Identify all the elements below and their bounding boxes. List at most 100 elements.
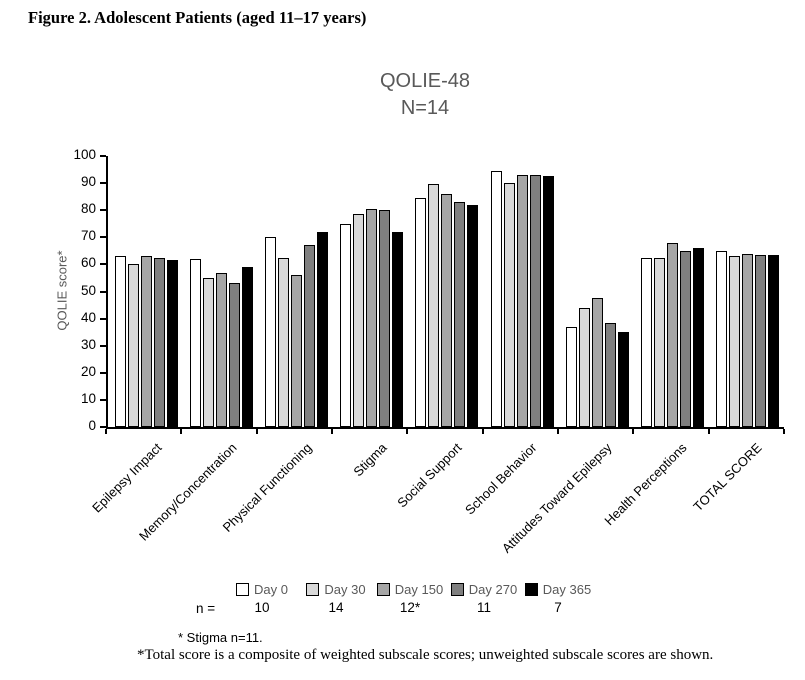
x-tick-mark: [783, 429, 785, 434]
bar-day365-3: [392, 231, 404, 427]
y-tick-mark: [100, 182, 106, 185]
bar-day270-0: [154, 257, 165, 427]
figure-title: Figure 2. Adolescent Patients (aged 11–1…: [28, 8, 367, 27]
chart-subtitle: N=14: [400, 97, 450, 119]
bar-day150-5: [516, 174, 528, 427]
bar-day365-0: [167, 260, 178, 427]
y-tick-mark: [100, 371, 106, 374]
bar-day150-0: [141, 256, 152, 427]
y-tick-label: 0: [88, 418, 96, 433]
x-tick-mark: [105, 429, 107, 434]
x-tick-mark: [707, 429, 710, 434]
x-tick-mark: [180, 429, 183, 434]
x-tick-mark: [255, 429, 258, 434]
category-label: Health Perceptions: [601, 440, 690, 529]
bar-day270-6: [604, 322, 616, 427]
legend-item-day365: Day 365: [521, 578, 595, 600]
day150-swatch-icon: [376, 582, 390, 596]
x-tick-mark: [406, 429, 409, 434]
footnote-total: *Total score is a composite of weighted …: [137, 647, 714, 663]
y-tick-label: 90: [80, 174, 96, 190]
bar-day270-1: [229, 283, 241, 427]
y-tick-label: 40: [80, 309, 96, 325]
legend-item-day270: Day 270: [447, 578, 521, 600]
bar-day365-8: [767, 254, 779, 427]
bar-day270-2: [304, 245, 316, 427]
bar-day150-2: [291, 275, 303, 427]
bar-day30-4: [428, 184, 440, 427]
category-label: TOTAL SCORE: [690, 440, 766, 515]
bar-day0-1: [190, 258, 202, 427]
y-tick-label: 30: [80, 336, 96, 352]
y-tick-mark: [100, 398, 106, 401]
category-label: School Behavior: [462, 440, 540, 518]
y-tick-label: 10: [80, 390, 96, 406]
legend-label: Day 30: [324, 581, 366, 597]
bar-day0-5: [490, 170, 502, 427]
legend-label: Day 0: [254, 581, 288, 597]
bar-day30-6: [578, 307, 590, 427]
day270-swatch-icon: [450, 582, 464, 596]
y-tick-mark: [100, 209, 106, 212]
n-value-day365: 7: [554, 600, 562, 615]
bar-day150-8: [741, 253, 753, 427]
bar-day30-0: [128, 264, 139, 427]
bar-day365-1: [242, 267, 254, 427]
day365-swatch-icon: [524, 582, 538, 596]
bar-day365-6: [617, 332, 629, 427]
legend-label: Day 365: [542, 581, 592, 597]
y-tick-label: 100: [73, 147, 96, 162]
bar-day270-8: [754, 254, 766, 427]
y-tick-label: 50: [80, 282, 96, 298]
bar-day365-5: [542, 176, 554, 427]
n-row-label: n =: [196, 601, 216, 616]
bar-day0-7: [640, 257, 652, 427]
category-label: Attitudes Toward Epilepsy: [499, 440, 615, 556]
y-tick-label: 60: [80, 255, 96, 271]
bar-day0-4: [415, 198, 427, 427]
bar-day150-1: [216, 272, 228, 427]
category-label: Social Support: [394, 440, 465, 511]
chart-legend: Day 0 Day 30 Day 150 Day 270 Day 365 10 …: [225, 578, 595, 620]
legend-item-day150: Day 150: [373, 578, 447, 600]
bar-day30-1: [203, 277, 215, 427]
n-value-day270: 11: [476, 600, 491, 615]
x-tick-mark: [632, 429, 635, 434]
category-label: Physical Functioning: [219, 440, 315, 535]
y-tick-label: 70: [80, 228, 96, 244]
bar-day365-4: [467, 204, 479, 427]
bar-day30-2: [278, 257, 290, 427]
y-tick-mark: [100, 236, 106, 239]
n-value-day150: 12*: [399, 600, 421, 615]
bar-day150-4: [441, 193, 453, 427]
bar-day30-7: [653, 257, 665, 427]
bar-day150-6: [591, 298, 603, 427]
bar-day150-7: [666, 242, 678, 427]
legend-item-day30: Day 30: [299, 578, 373, 600]
n-value-day30: 14: [328, 600, 344, 615]
bar-day30-8: [728, 256, 740, 427]
x-tick-mark: [331, 429, 333, 434]
category-label: Memory/Concentration: [135, 440, 240, 544]
category-label: Stigma: [350, 440, 390, 480]
bar-day270-5: [529, 174, 541, 427]
n-value-day0: 10: [254, 600, 270, 615]
x-tick-mark: [481, 429, 484, 434]
y-tick-mark: [100, 344, 106, 347]
y-tick-mark: [100, 317, 106, 320]
chart-title: QOLIE-48: [379, 70, 471, 92]
footnote-stigma: * Stigma n=11.: [178, 630, 263, 645]
bar-day270-7: [679, 250, 691, 427]
y-tick-mark: [100, 155, 106, 157]
bar-day270-3: [379, 210, 391, 427]
bar-day30-3: [353, 214, 365, 427]
bar-day30-5: [503, 183, 515, 427]
category-label: Epilepsy Impact: [88, 440, 165, 516]
bar-day270-4: [454, 202, 466, 427]
bar-day365-2: [317, 231, 329, 427]
legend-item-day0: Day 0: [225, 578, 299, 600]
legend-label: Day 150: [394, 581, 444, 597]
bar-day0-2: [265, 237, 277, 427]
y-tick-label: 80: [80, 201, 96, 217]
y-tick-mark: [100, 263, 106, 266]
